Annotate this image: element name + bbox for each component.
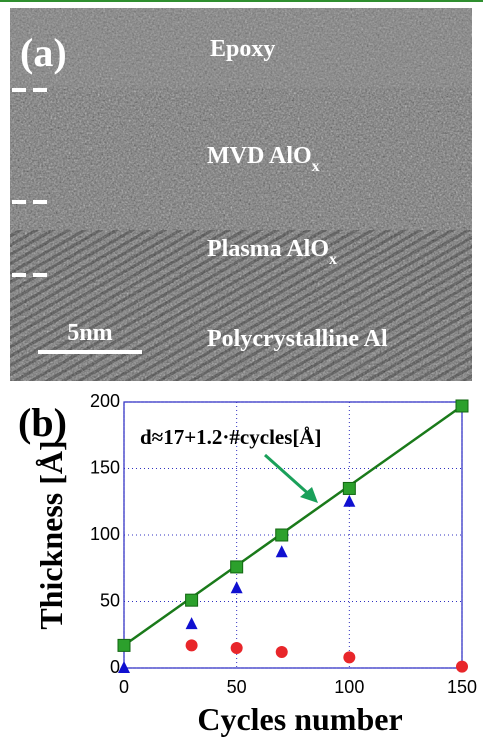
scale-bar-label: 5nm bbox=[67, 320, 112, 346]
arrow-head bbox=[300, 487, 318, 503]
triangle-marker bbox=[343, 494, 356, 507]
layer-label: Plasma AlOx bbox=[207, 236, 337, 268]
square-marker bbox=[230, 560, 244, 574]
circle-marker bbox=[456, 660, 468, 673]
square-marker bbox=[117, 638, 131, 652]
annotation-arrow bbox=[264, 453, 313, 499]
y-tick-label: 50 bbox=[100, 590, 120, 610]
x-tick-label: 100 bbox=[334, 677, 364, 697]
layer-label: Epoxy bbox=[210, 36, 275, 62]
y-tick-label: 200 bbox=[90, 391, 120, 411]
scale-bar bbox=[38, 350, 142, 354]
circle-marker bbox=[275, 646, 288, 659]
square-marker bbox=[455, 399, 469, 413]
triangle-marker bbox=[230, 581, 243, 594]
square-marker bbox=[342, 481, 356, 495]
x-axis-label: Cycles number bbox=[197, 701, 402, 737]
triangle-marker bbox=[275, 545, 288, 558]
x-tick-label: 150 bbox=[447, 677, 477, 697]
epoxy-region bbox=[10, 8, 472, 88]
square-marker bbox=[275, 528, 289, 542]
fit-line bbox=[123, 404, 463, 647]
triangle-marker bbox=[118, 661, 130, 673]
subscript: x bbox=[312, 158, 320, 175]
y-tick-label: 0 bbox=[110, 657, 120, 677]
layer-text: MVD AlO bbox=[207, 143, 312, 169]
circle-marker bbox=[343, 651, 356, 664]
x-tick-label: 0 bbox=[119, 677, 129, 697]
subscript: x bbox=[329, 251, 337, 268]
y-tick-label: 150 bbox=[90, 457, 120, 477]
panel-label: (a) bbox=[20, 30, 67, 75]
circle-marker bbox=[230, 642, 243, 655]
annotation: d≈17+1.2·#cycles[Å] bbox=[140, 425, 322, 449]
top-rule bbox=[0, 0, 483, 2]
square-marker bbox=[185, 593, 199, 607]
layer-label: Polycrystalline Al bbox=[207, 326, 388, 352]
triangle-marker bbox=[185, 617, 198, 630]
y-axis-label: Thickness [Å] bbox=[33, 440, 69, 629]
x-tick-label: 50 bbox=[227, 677, 247, 697]
interface-marks bbox=[12, 88, 47, 277]
tem-image bbox=[10, 8, 472, 381]
plot: 0 50 100 150 0 50 100 150 200 d≈17+1.2·#cycles[Å] bbox=[90, 391, 477, 697]
layer-label: MVD AlOx bbox=[207, 143, 320, 175]
layer-text: Plasma AlO bbox=[207, 236, 329, 262]
panel-label: (b) bbox=[18, 400, 67, 445]
crystal-fringes bbox=[10, 230, 472, 381]
circle-marker bbox=[185, 639, 198, 652]
y-tick-label: 100 bbox=[90, 524, 120, 544]
